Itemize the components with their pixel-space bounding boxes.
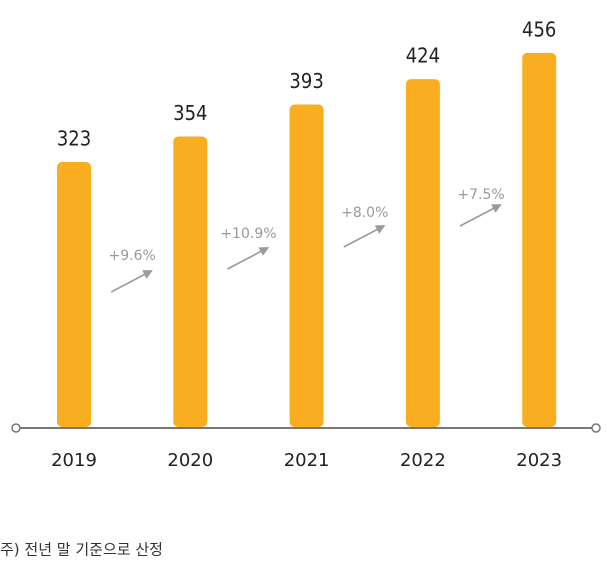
x-tick-label: 2022 xyxy=(400,450,446,471)
bar xyxy=(405,79,440,427)
footnote: 주) 전년 말 기준으로 산정 xyxy=(0,541,163,559)
growth-label: +8.0% xyxy=(341,205,388,221)
bar xyxy=(522,52,557,428)
x-tick-label: 2019 xyxy=(51,450,97,471)
x-tick-label: 2021 xyxy=(284,450,330,471)
growth-arrow xyxy=(110,270,153,293)
bar xyxy=(57,161,91,427)
value-label: 323 xyxy=(57,126,91,150)
growth-arrow xyxy=(227,247,270,270)
growth-arrow xyxy=(459,204,502,227)
value-label: 456 xyxy=(522,17,556,41)
growth-label: +9.6% xyxy=(108,248,155,264)
axis-end xyxy=(11,423,21,433)
value-label: 393 xyxy=(289,69,323,93)
axis-end xyxy=(591,423,601,433)
growth-label: +10.9% xyxy=(220,226,276,242)
value-label: 354 xyxy=(173,101,207,125)
x-tick-label: 2023 xyxy=(516,450,562,471)
bar xyxy=(289,104,324,427)
bar xyxy=(173,136,208,427)
value-label: 424 xyxy=(406,44,440,68)
growth-label: +7.5% xyxy=(457,187,504,203)
x-tick-label: 2020 xyxy=(167,450,213,471)
growth-arrow xyxy=(343,225,386,248)
